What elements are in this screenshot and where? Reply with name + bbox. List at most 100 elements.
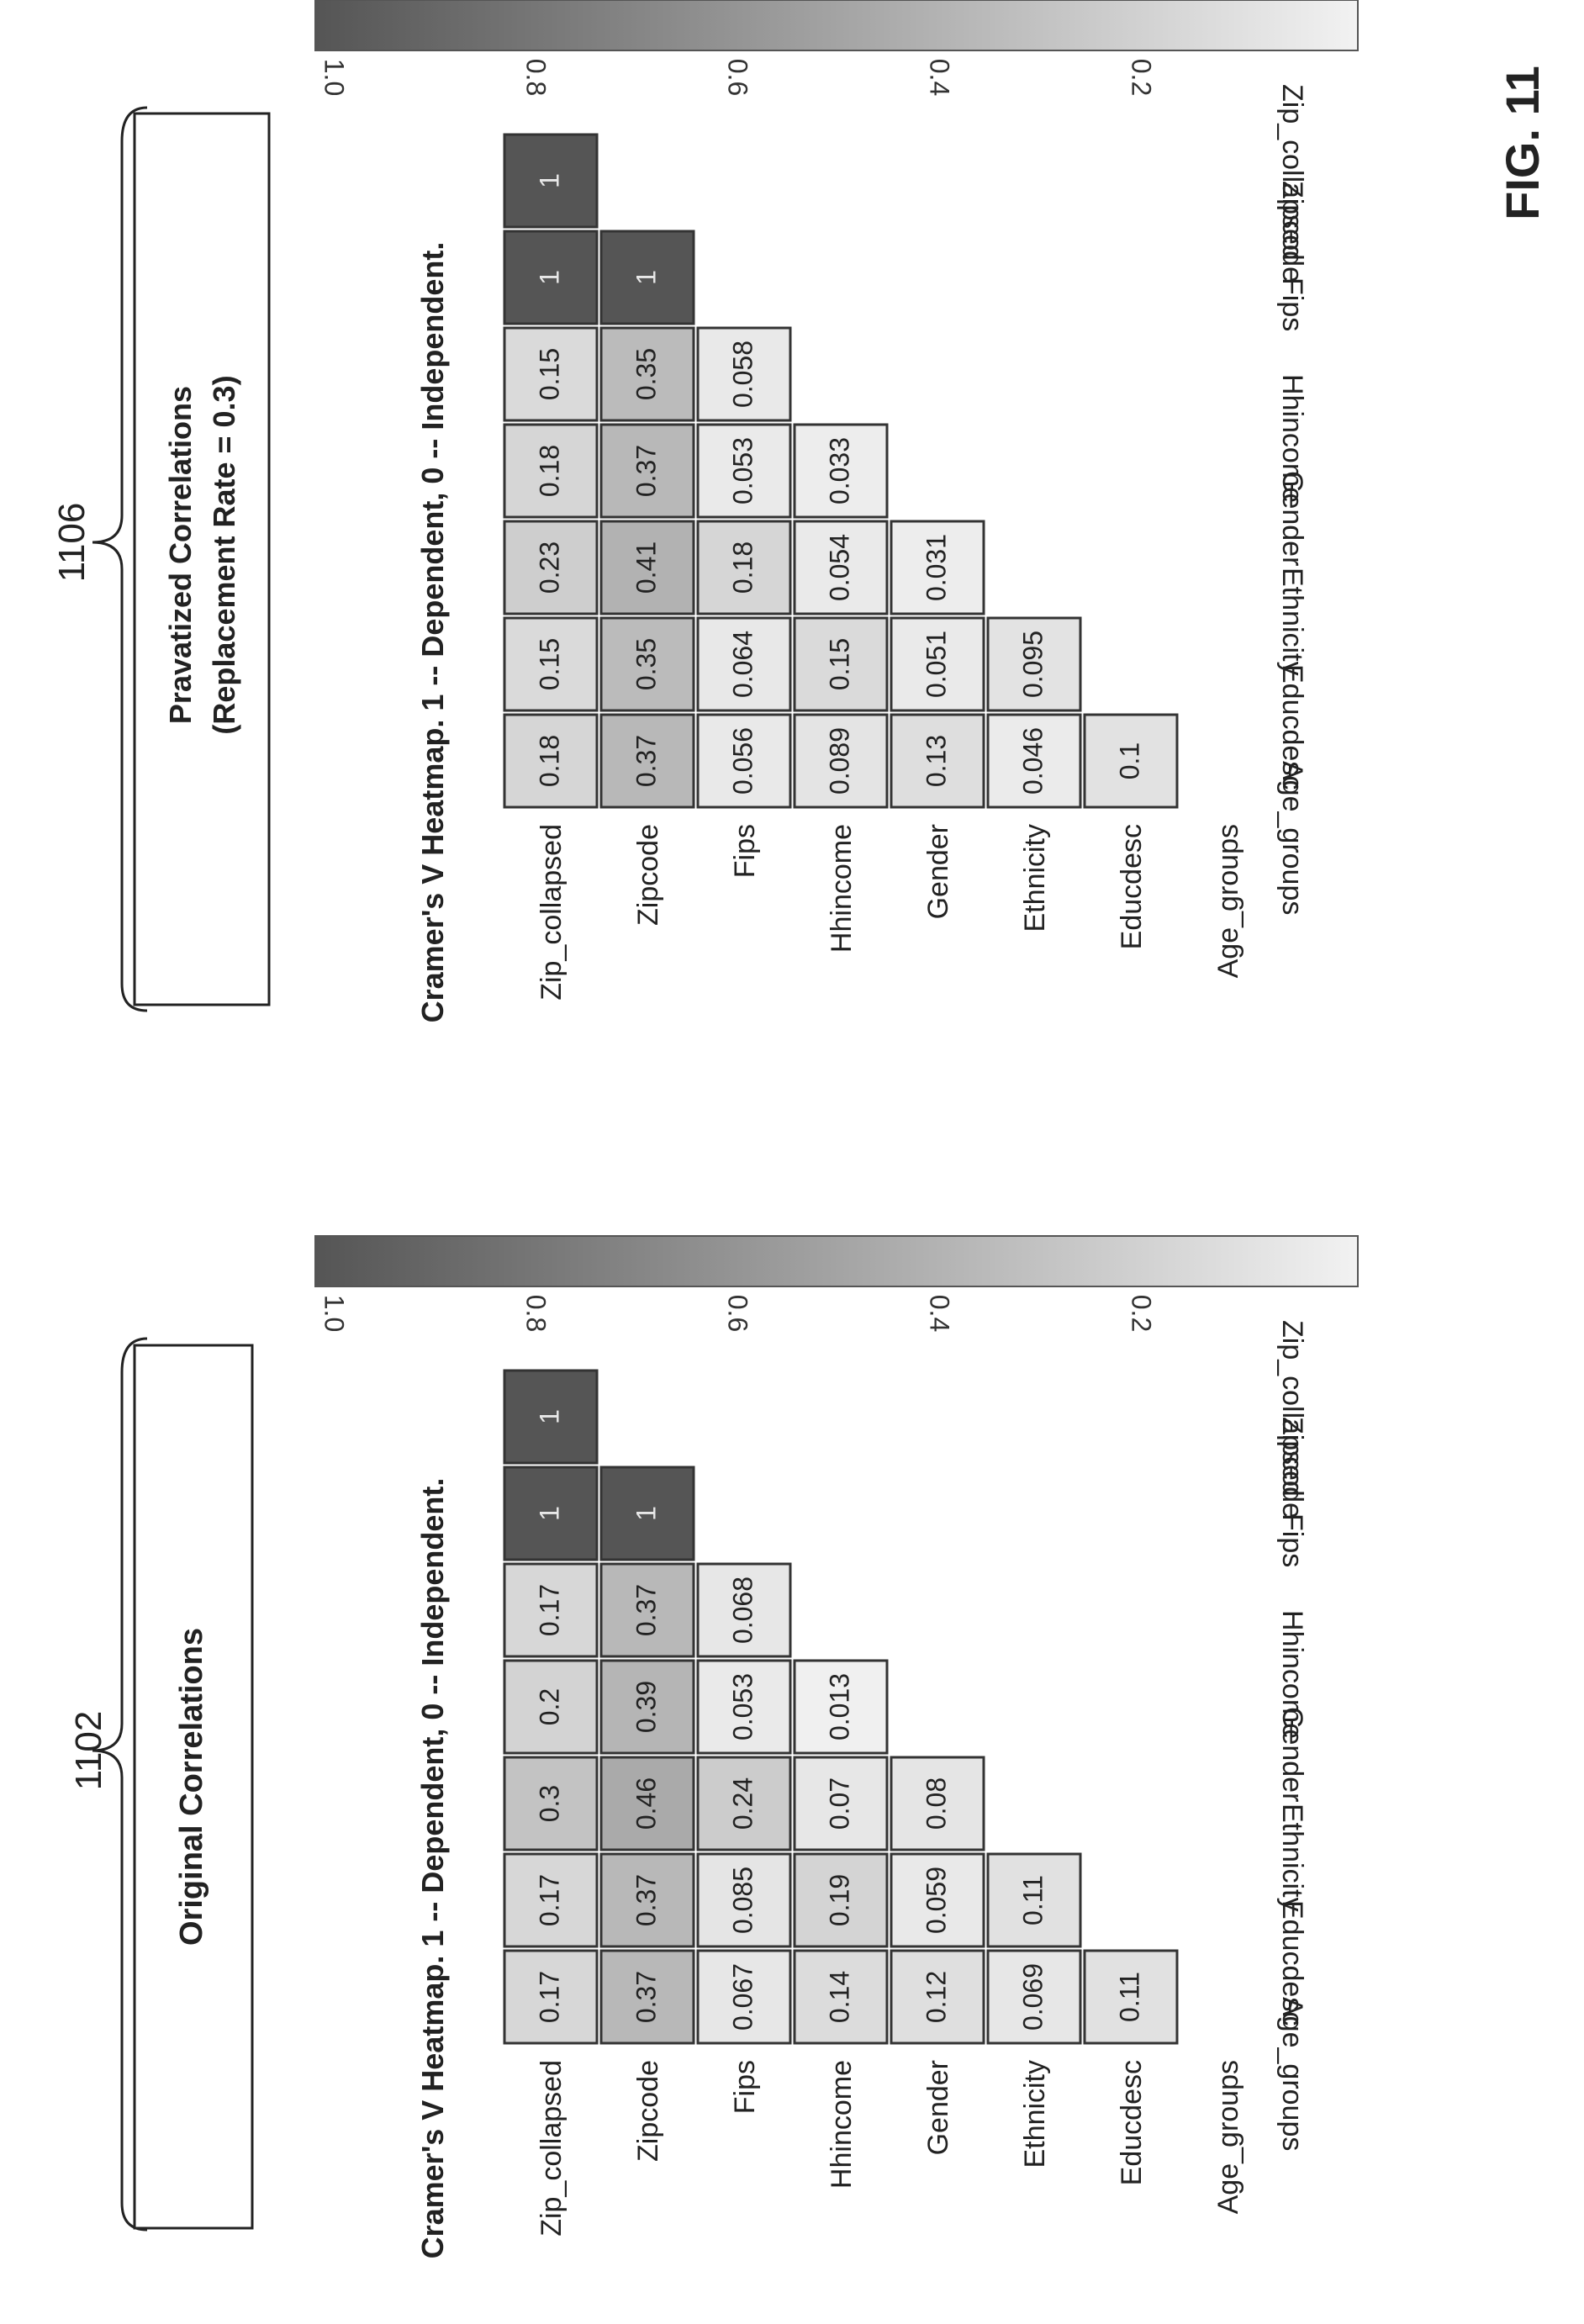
heatmap-cell — [503, 326, 599, 422]
heatmap-original: Age_groups Educdesc Ethnicity Gender Hhincom… — [503, 1320, 1308, 2237]
colorbar-original — [314, 1235, 1359, 1287]
panel-2-ref-number: 1106 — [51, 503, 92, 583]
cell-value-label: 0.24 — [727, 1777, 758, 1830]
cell-value-label: 0.35 — [631, 348, 661, 400]
heatmap-cell — [696, 1852, 792, 1948]
heatmap-cell — [503, 1562, 599, 1658]
cell-value-label: 0.37 — [631, 1971, 661, 2023]
panel-original: 1102 Original Correlations Cramer's V He… — [68, 1235, 1359, 2258]
heatmap-cell — [793, 1659, 889, 1755]
col-label: Zip_collapsed — [1276, 84, 1308, 261]
cell-value-label: 0.089 — [824, 727, 854, 795]
heatmap-cell — [503, 230, 599, 325]
cell-value-label: 0.18 — [727, 541, 758, 594]
heatmap-cell — [986, 616, 1082, 712]
cell-value-label: 0.08 — [921, 1777, 951, 1830]
heatmap-cell — [599, 1562, 695, 1658]
heatmap-cell — [890, 520, 985, 615]
row-label: Ethnicity — [1019, 824, 1051, 932]
col-label: Ethnicity — [1276, 1804, 1308, 1912]
heatmap-cell — [503, 133, 599, 229]
cell-value-label: 0.17 — [534, 1584, 564, 1636]
row-label: Educdesc — [1116, 824, 1148, 949]
heatmap-cell — [503, 1466, 599, 1561]
cell-value-label: 0.085 — [727, 1867, 758, 1934]
cell-value-label: 0.11 — [1114, 1972, 1144, 2022]
heatmap-cell — [503, 1852, 599, 1948]
row-label: Hhincome — [826, 824, 858, 953]
cell-value-label: 0.15 — [534, 638, 564, 690]
heatmap-cell — [890, 1852, 985, 1948]
cell-value-label: 0.059 — [921, 1867, 951, 1934]
row-label: Educdesc — [1116, 2060, 1148, 2185]
colorbar-tick-label: 0.2 — [1127, 1295, 1157, 1332]
heatmap-cell — [599, 1756, 695, 1851]
cell-value-label: 0.013 — [824, 1673, 854, 1740]
cell-value-label: 0.41 — [631, 541, 661, 594]
heatmap-cell — [696, 713, 792, 809]
row-label: Ethnicity — [1019, 2060, 1051, 2168]
heatmap-cell — [599, 1466, 695, 1561]
cell-value-label: 0.37 — [631, 1874, 661, 1926]
cell-value-label: 0.069 — [1017, 1963, 1048, 2031]
col-label: Hhincome — [1276, 374, 1308, 503]
cell-value-label: 0.07 — [824, 1777, 854, 1830]
cell-value-label: 0.17 — [534, 1971, 564, 2023]
col-label: Fips — [1276, 277, 1308, 331]
panel-2-heatmap-title: Cramer's V Heatmap. 1 -- Dependent, 0 --… — [415, 242, 450, 1023]
heatmap-cell — [986, 713, 1082, 809]
row-label: Hhincome — [826, 2060, 858, 2189]
panel-2-box — [133, 112, 271, 1006]
panel-2-brace — [92, 106, 148, 1012]
col-label: Age_groups — [1276, 1997, 1308, 2151]
panel-1-brace — [92, 1337, 148, 2232]
heatmap-cell — [696, 1949, 792, 2045]
heatmap-cell — [599, 1949, 695, 2045]
cell-value-label: 0.17 — [534, 1874, 564, 1926]
heatmap-cell — [503, 616, 599, 712]
col-label: Zipcode — [1276, 1417, 1308, 1519]
heatmap-cell — [696, 616, 792, 712]
cell-value-label: 0.053 — [727, 1673, 758, 1740]
cell-value-label: 0.067 — [727, 1963, 758, 2031]
col-label: Hhincome — [1276, 1610, 1308, 1739]
cell-value-label: 0.37 — [631, 1584, 661, 1636]
row-label: Gender — [922, 2060, 954, 2155]
cell-value-label: 0.051 — [921, 631, 951, 698]
colorbar-tick-label: 0.4 — [925, 1295, 955, 1332]
heatmap-cell — [986, 1949, 1082, 2045]
heatmap-cell — [890, 1949, 985, 2045]
panel-2-box-line-2: (Replacement Rate = 0.3) — [207, 375, 241, 734]
heatmap-cell — [599, 1659, 695, 1755]
cell-value-label: 0.053 — [727, 437, 758, 504]
colorbar-tick-label: 0.4 — [925, 59, 955, 96]
cell-value-label: 1 — [534, 173, 564, 188]
panel-1-box — [133, 1344, 254, 2230]
heatmap-cell — [696, 423, 792, 519]
heatmap-cell — [793, 520, 889, 615]
cell-value-label: 0.056 — [727, 727, 758, 795]
cell-value-label: 0.11 — [1017, 1875, 1048, 1925]
heatmap-cell — [503, 423, 599, 519]
col-label: Gender — [1276, 471, 1308, 566]
heatmap-cell — [696, 1756, 792, 1851]
cell-value-label: 0.37 — [631, 735, 661, 787]
row-label: Fips — [729, 824, 761, 878]
heatmap-cell — [503, 520, 599, 615]
colorbar-tick-label: 0.6 — [723, 1295, 753, 1332]
heatmap-cell — [793, 423, 889, 519]
heatmap-cell — [890, 616, 985, 712]
cell-value-label: 0.39 — [631, 1681, 661, 1733]
heatmap-cell — [599, 326, 695, 422]
cell-value-label: 0.12 — [921, 1971, 951, 2023]
heatmap-cell — [503, 1756, 599, 1851]
cell-value-label: 0.054 — [824, 534, 854, 601]
panel-1-box-line-1: Original Correlations — [174, 1628, 209, 1946]
heatmap-cell — [696, 1562, 792, 1658]
row-label: Zipcode — [632, 2060, 664, 2162]
colorbar-privatized — [314, 0, 1359, 51]
heatmap-cell — [793, 713, 889, 809]
heatmap-cell — [890, 713, 985, 809]
cell-value-label: 0.35 — [631, 638, 661, 690]
cell-value-label: 0.1 — [1114, 742, 1144, 779]
